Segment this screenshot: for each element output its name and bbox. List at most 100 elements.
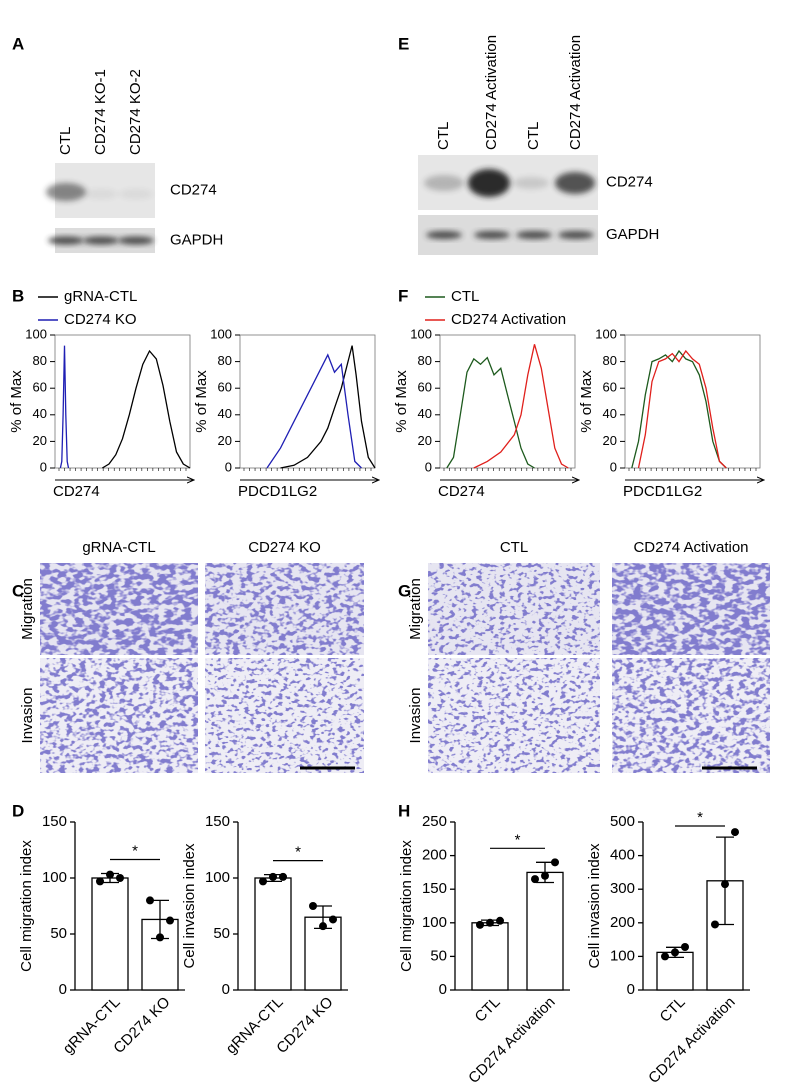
y-tick-label: 0 (59, 981, 67, 998)
significance-mark: * (515, 831, 521, 848)
y-axis-label: % of Max (578, 370, 595, 433)
y-tick-label: 80 (33, 353, 47, 368)
y-tick-label: 150 (42, 813, 67, 830)
bar (526, 871, 564, 991)
blot-row-label: GAPDH (170, 231, 223, 248)
histogram-curve (280, 345, 376, 469)
image-column-title: CD274 KO (248, 539, 321, 556)
panel-letter: A (12, 34, 24, 53)
y-tick-label: 80 (418, 353, 432, 368)
micrograph (612, 658, 770, 773)
image-column-title: gRNA-CTL (82, 539, 155, 556)
data-point (486, 918, 494, 927)
lane-label: CD274 Activation (483, 35, 500, 150)
micrograph (428, 563, 600, 655)
panel-letter: B (12, 286, 24, 305)
y-tick-label: 100 (210, 326, 232, 341)
lane-label: CTL (435, 122, 452, 150)
image-row-label: Invasion (407, 688, 424, 744)
panel-letter: D (12, 801, 24, 820)
image-row-label: Migration (19, 578, 36, 640)
histogram-curve (101, 349, 191, 469)
protein-band (424, 175, 464, 191)
data-point (146, 896, 154, 905)
y-tick-label: 60 (418, 380, 432, 395)
y-tick-label: 80 (218, 353, 232, 368)
y-tick-label: 400 (610, 847, 635, 864)
gapdh-band (516, 231, 552, 239)
y-axis-label: % of Max (393, 370, 410, 433)
y-tick-label: 20 (603, 433, 617, 448)
y-tick-label: 100 (422, 914, 447, 931)
y-tick-label: 60 (218, 380, 232, 395)
y-tick-label: 40 (603, 406, 617, 421)
data-point (531, 875, 539, 884)
histogram-curve (631, 349, 727, 469)
lane-label: CTL (525, 122, 542, 150)
data-point (309, 902, 317, 910)
plot-frame (439, 334, 576, 469)
y-tick-label: 0 (40, 459, 47, 474)
x-tick-label: CTL (657, 994, 689, 1026)
data-point (329, 915, 337, 924)
gapdh-band (83, 236, 119, 245)
y-tick-label: 20 (418, 433, 432, 448)
data-point (496, 916, 504, 925)
y-tick-label: 0 (439, 981, 447, 998)
y-tick-label: 150 (205, 813, 230, 830)
lane-label: CTL (57, 127, 74, 155)
y-tick-label: 40 (218, 406, 232, 421)
blot-row-label: GAPDH (606, 226, 659, 243)
data-point (166, 916, 174, 925)
data-point (116, 874, 124, 882)
y-tick-label: 80 (603, 353, 617, 368)
data-point (269, 872, 277, 881)
data-point (671, 948, 679, 957)
y-tick-label: 0 (225, 459, 232, 474)
panel-letter: H (398, 801, 410, 820)
image-column-title: CD274 Activation (633, 539, 748, 556)
gapdh-band (474, 231, 510, 239)
y-tick-label: 50 (50, 925, 67, 942)
panel-letter: C (12, 581, 24, 600)
panel-letter: F (398, 286, 408, 305)
protein-band (119, 189, 153, 199)
panel-letter: E (398, 34, 409, 53)
protein-band (46, 183, 86, 201)
y-axis-label: Cell migration index (18, 840, 35, 972)
y-tick-label: 0 (627, 981, 635, 998)
data-point (551, 858, 559, 867)
y-tick-label: 250 (422, 813, 447, 830)
micrograph (205, 563, 364, 655)
data-point (541, 871, 549, 880)
micrograph (40, 658, 198, 773)
histogram-curve (59, 345, 70, 469)
protein-band (555, 172, 595, 194)
gapdh-band (426, 231, 462, 239)
histogram-curve (637, 349, 727, 469)
data-point (279, 872, 287, 881)
micrograph (428, 658, 600, 773)
y-axis-label: Cell invasion index (586, 843, 603, 969)
y-tick-label: 0 (425, 459, 432, 474)
data-point (721, 880, 729, 889)
plot-frame (624, 334, 761, 469)
significance-mark: * (132, 842, 138, 859)
data-point (106, 870, 114, 879)
bar (254, 877, 292, 991)
bar (91, 877, 129, 991)
significance-mark: * (295, 844, 301, 861)
image-column-title: CTL (500, 539, 528, 556)
histogram-curve (473, 344, 569, 469)
data-point (661, 952, 669, 961)
legend-label: CD274 Activation (451, 311, 566, 328)
image-row-label: Invasion (19, 688, 36, 744)
micrograph (612, 563, 770, 655)
lane-label: CD274 Activation (567, 35, 584, 150)
protein-band (513, 177, 549, 189)
legend-label: CTL (451, 288, 479, 305)
protein-band (84, 189, 118, 199)
gapdh-band (48, 236, 84, 245)
significance-mark: * (697, 809, 703, 826)
data-point (156, 933, 164, 942)
